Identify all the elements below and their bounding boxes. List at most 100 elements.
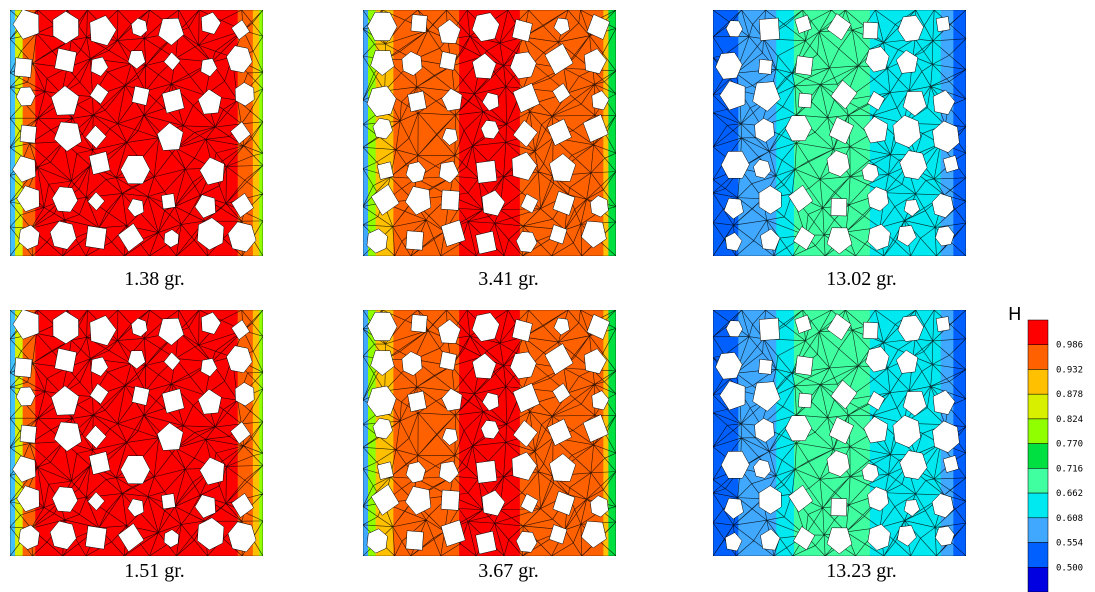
- hole: [16, 485, 40, 513]
- hole: [903, 499, 920, 517]
- hole: [231, 192, 254, 218]
- hole: [407, 390, 427, 413]
- hole: [862, 321, 879, 340]
- hole: [439, 51, 457, 71]
- hole: [715, 52, 743, 80]
- hole: [370, 484, 400, 516]
- hole: [552, 382, 571, 404]
- hole: [867, 90, 886, 111]
- hole: [230, 121, 251, 145]
- hole: [127, 50, 146, 70]
- hole: [520, 493, 539, 514]
- hole: [867, 524, 891, 551]
- hole: [366, 385, 397, 417]
- hole: [480, 420, 500, 439]
- hole: [88, 151, 111, 175]
- hole: [549, 153, 576, 182]
- hole: [760, 528, 781, 551]
- hole: [753, 459, 772, 479]
- hole: [863, 416, 889, 444]
- hole: [754, 118, 775, 143]
- hole: [372, 417, 393, 440]
- hole: [475, 530, 497, 555]
- hole: [931, 493, 955, 518]
- colorbar-band: [1027, 492, 1049, 519]
- hole: [892, 115, 921, 148]
- colorbar-title: H: [1008, 304, 1022, 325]
- hole: [117, 223, 145, 253]
- hole: [932, 420, 960, 453]
- hole: [899, 150, 928, 180]
- colorbar-label: 0.554: [1056, 539, 1083, 549]
- hole: [54, 347, 77, 373]
- hole: [586, 13, 611, 40]
- hole: [440, 219, 466, 247]
- colorbar-label: 0.716: [1056, 464, 1083, 474]
- hole: [902, 91, 927, 117]
- color-region: [259, 10, 263, 256]
- hole: [156, 422, 184, 451]
- hole: [897, 315, 924, 342]
- hole: [794, 55, 814, 76]
- hole: [932, 389, 956, 415]
- hole: [897, 525, 917, 547]
- mesh-panel: [713, 310, 966, 556]
- hole: [16, 185, 40, 213]
- hole: [719, 380, 746, 411]
- hole: [582, 114, 609, 143]
- hole: [862, 21, 879, 40]
- hole: [828, 116, 854, 145]
- hole: [376, 461, 394, 480]
- hole: [372, 117, 393, 140]
- hole: [512, 82, 541, 113]
- colorbar-band: [1027, 319, 1049, 345]
- colorbar-label: 0.770: [1056, 440, 1083, 450]
- hole: [865, 346, 890, 373]
- hole: [407, 90, 427, 113]
- caption: 3.67 gr.: [478, 560, 539, 582]
- hole: [798, 392, 813, 409]
- colorbar-label: 0.662: [1056, 489, 1083, 499]
- hole: [511, 18, 533, 43]
- hole: [826, 527, 853, 555]
- hole: [15, 86, 36, 107]
- colorbar-band: [1027, 517, 1049, 543]
- hole: [785, 115, 812, 142]
- color-region: [608, 310, 616, 556]
- colorbar-band: [1027, 542, 1049, 568]
- hole: [826, 227, 853, 255]
- hole: [590, 495, 609, 518]
- hole: [199, 156, 225, 186]
- hole: [867, 390, 886, 411]
- hole: [582, 414, 609, 443]
- hole: [231, 492, 254, 518]
- colorbar-label: 0.500: [1056, 563, 1083, 573]
- color-region: [252, 310, 260, 556]
- hole: [482, 392, 499, 412]
- hole: [405, 161, 426, 184]
- hole: [438, 161, 460, 184]
- hole: [511, 151, 538, 181]
- hole: [511, 451, 538, 481]
- hole: [439, 351, 457, 371]
- hole: [544, 343, 574, 375]
- hole: [590, 195, 609, 218]
- hole: [231, 319, 250, 341]
- hole: [441, 128, 459, 146]
- hole: [85, 225, 107, 250]
- mesh-panel: [10, 310, 263, 556]
- hole: [194, 194, 216, 219]
- color-region: [10, 10, 16, 256]
- hole: [441, 428, 459, 446]
- hole: [376, 161, 394, 180]
- hole: [725, 20, 743, 38]
- colorbar-label: 0.986: [1056, 341, 1083, 351]
- hole: [830, 198, 848, 217]
- hole: [163, 51, 181, 71]
- hole: [897, 225, 917, 247]
- hole: [49, 220, 77, 250]
- hole: [591, 390, 610, 411]
- hole: [475, 460, 498, 484]
- hole: [480, 120, 500, 139]
- hole: [471, 12, 500, 42]
